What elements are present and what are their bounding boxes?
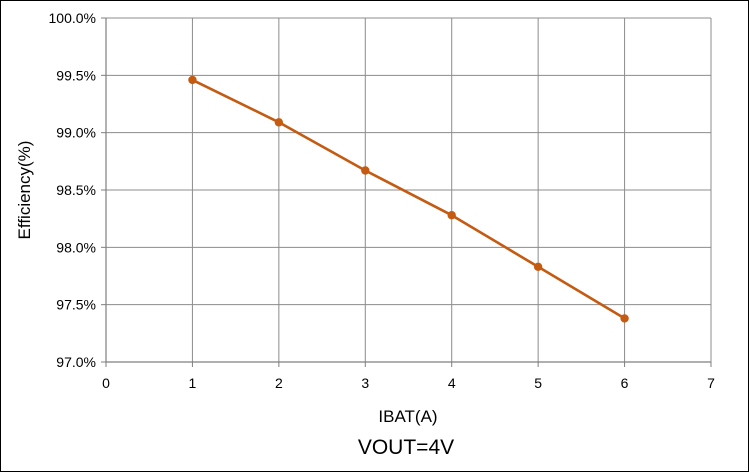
y-tick-label: 99.5%: [56, 67, 96, 83]
data-point: [188, 75, 197, 85]
x-tick-label: 3: [361, 375, 369, 391]
x-tick-label: 5: [534, 375, 542, 391]
grid-lines: [106, 17, 712, 362]
x-tick-label: 4: [448, 375, 456, 391]
y-axis-title: Efficiency(%): [15, 141, 34, 240]
tick-labels: 0 1 2 3 4 5 6 7 97.0% 97.5% 98.0% 98.5% 99.0% 99.5% 10…: [49, 10, 716, 391]
y-tick-label: 100.0%: [49, 10, 96, 26]
x-tick-label: 7: [707, 375, 715, 391]
x-tick-label: 6: [621, 375, 629, 391]
y-tick-label: 98.0%: [56, 239, 96, 255]
x-axis-title: IBAT(A): [378, 407, 437, 426]
y-tick-label: 98.5%: [56, 182, 96, 198]
data-point: [533, 262, 543, 272]
data-point: [447, 211, 456, 220]
y-tick-label: 99.0%: [56, 125, 96, 141]
data-point: [361, 166, 370, 175]
data-point: [274, 118, 284, 127]
series-line: [191, 78, 626, 320]
y-tick-label: 97.5%: [56, 297, 96, 313]
chart-caption: VOUT=4V: [358, 436, 454, 459]
x-tick-label: 2: [275, 375, 283, 391]
x-tick-label: 0: [102, 375, 110, 391]
y-tick-label: 97.0%: [56, 354, 96, 370]
series-layer: [188, 75, 629, 323]
data-point: [620, 314, 629, 323]
axes: [101, 17, 712, 367]
x-tick-label: 1: [189, 375, 197, 391]
